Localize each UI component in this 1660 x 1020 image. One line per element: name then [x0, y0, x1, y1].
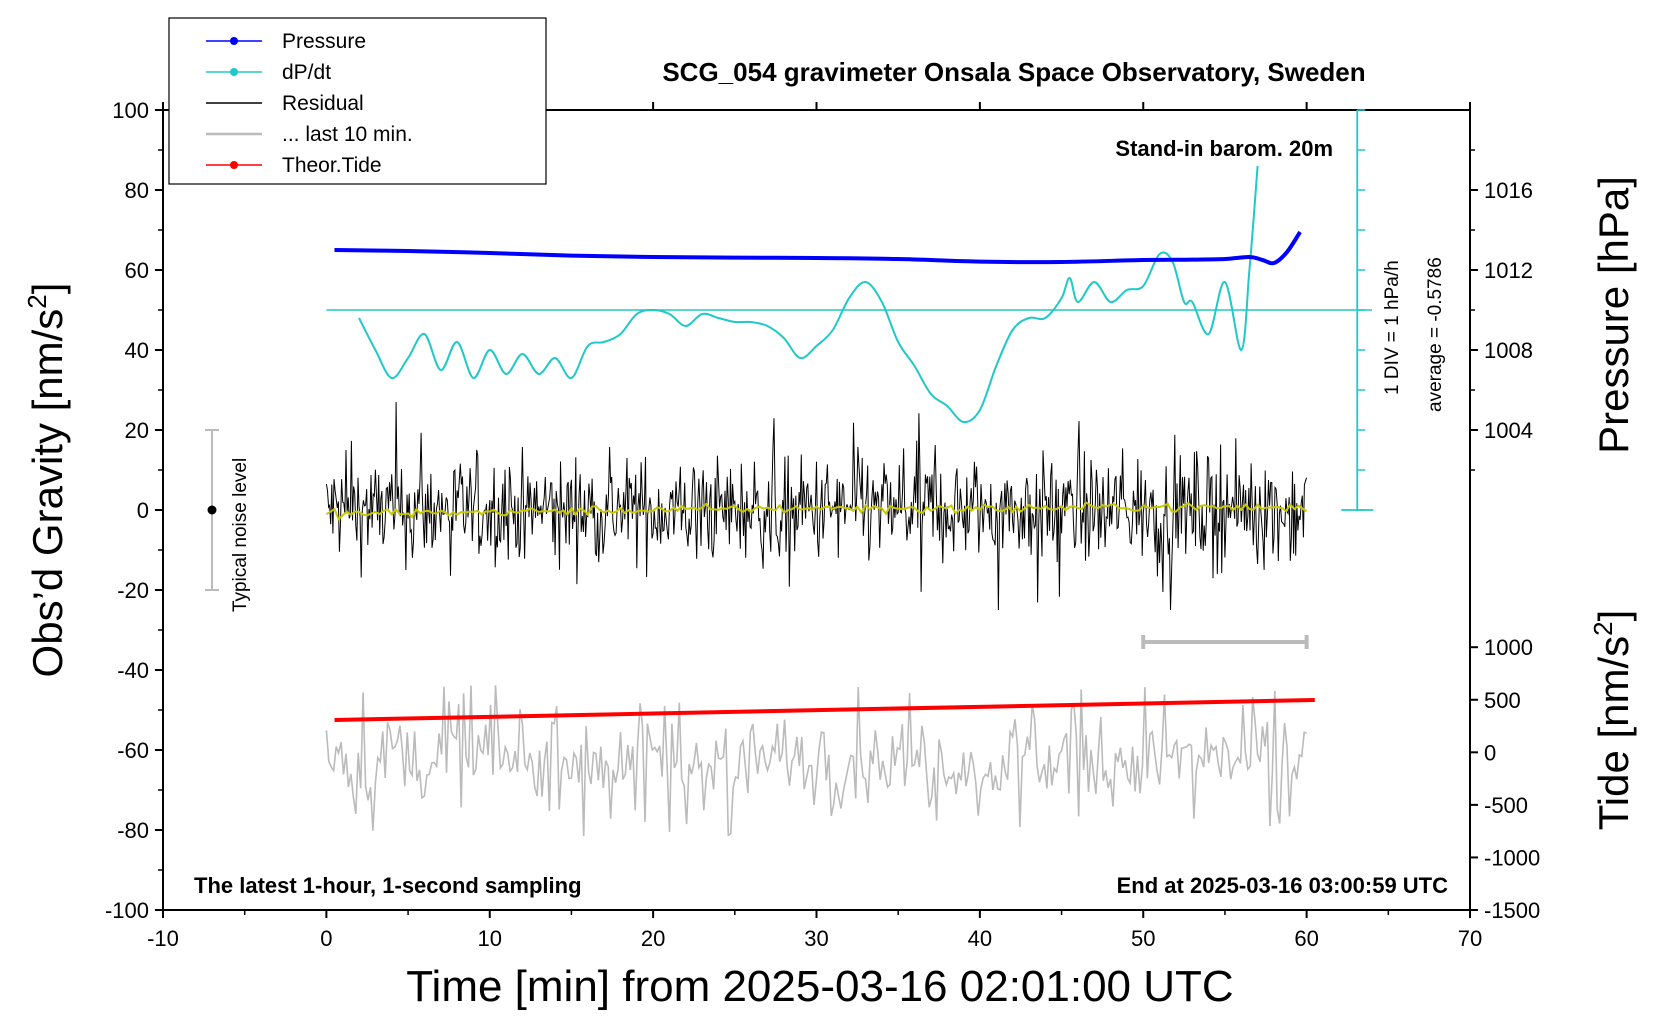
annotation-end-time: End at 2025-03-16 03:00:59 UTC — [1117, 873, 1448, 898]
x-tick-label: 70 — [1458, 926, 1482, 951]
tide-tick-label: 500 — [1484, 688, 1521, 713]
legend-label: dP/dt — [282, 61, 331, 84]
y-tick-label-left: 20 — [125, 418, 149, 443]
legend-label: Pressure — [282, 30, 366, 53]
theor-tide-line — [334, 698, 1315, 722]
residual-smoothed-line — [325, 501, 1308, 521]
y-tick-label-left: -20 — [117, 578, 149, 603]
x-tick-label: 50 — [1131, 926, 1155, 951]
series-layer — [205, 109, 1374, 837]
annotation-barometer: Stand-in barom. 20m — [1115, 136, 1333, 161]
y-axis-label-pressure: Pressure [hPa] — [1590, 176, 1637, 454]
tide-tick-label: -1000 — [1484, 845, 1540, 870]
x-tick-label: 0 — [320, 926, 332, 951]
legend: Pressure dP/dt Residual ... last 10 min. The… — [168, 17, 547, 185]
y-tick-label-left: -40 — [117, 658, 149, 683]
residual-line — [325, 401, 1308, 611]
legend-label: Residual — [282, 92, 364, 115]
tide-tick-label: -500 — [1484, 793, 1528, 818]
y-axis-label-tide: Tide [nm/s2] — [1588, 610, 1637, 831]
annotation-sampling: The latest 1-hour, 1-second sampling — [194, 873, 582, 898]
tide-tick-label: 1000 — [1484, 635, 1533, 660]
legend-marker — [230, 37, 238, 45]
tide-tick-label: 0 — [1484, 740, 1496, 765]
x-axis-label: Time [min] from 2025-03-16 02:01:00 UTC — [406, 962, 1233, 1011]
noise-bar-center — [207, 505, 217, 515]
y-tick-label-left: -60 — [117, 738, 149, 763]
chart-title: SCG_054 gravimeter Onsala Space Observat… — [662, 57, 1365, 87]
x-tick-label: -10 — [147, 926, 179, 951]
annotation-dpdt-scale: 1 DIV = 1 hPa/h — [1382, 260, 1403, 395]
pressure-tick-label: 1016 — [1484, 178, 1533, 203]
y-tick-label-left: -100 — [105, 898, 149, 923]
legend-label: ... last 10 min. — [282, 123, 413, 146]
x-tick-label: 40 — [968, 926, 992, 951]
y-axis-label-left: Obs’d Gravity [nm/s2] — [22, 283, 71, 678]
legend-box — [168, 17, 547, 185]
y-tick-label-left: -80 — [117, 818, 149, 843]
pressure-line — [334, 230, 1302, 266]
pressure-tick-label: 1008 — [1484, 338, 1533, 363]
pressure-tick-label: 1012 — [1484, 258, 1533, 283]
legend-label: Theor.Tide — [282, 154, 382, 177]
annotation-dpdt-average: average = -0.5786 — [1425, 257, 1446, 412]
x-tick-label: 10 — [478, 926, 502, 951]
y-tick-label-left: 40 — [125, 338, 149, 363]
tide-tick-label: -1500 — [1484, 898, 1540, 923]
x-tick-label: 60 — [1294, 926, 1318, 951]
pressure-tick-label: 1004 — [1484, 418, 1533, 443]
x-tick-label: 20 — [641, 926, 665, 951]
axes-layer: -10 0 10 20 30 40 50 60 70-100-80-60-40-20020406… — [105, 98, 1540, 951]
x-tick-label: 30 — [804, 926, 828, 951]
y-tick-label-left: 80 — [125, 178, 149, 203]
annotation-noise-level: Typical noise level — [230, 458, 251, 612]
last-10-min-line — [325, 685, 1307, 837]
y-tick-label-left: 100 — [112, 98, 149, 123]
y-tick-label-left: 0 — [137, 498, 149, 523]
dpdt-line — [358, 165, 1259, 424]
y-tick-label-left: 60 — [125, 258, 149, 283]
legend-marker — [230, 161, 238, 169]
legend-marker — [230, 68, 238, 76]
